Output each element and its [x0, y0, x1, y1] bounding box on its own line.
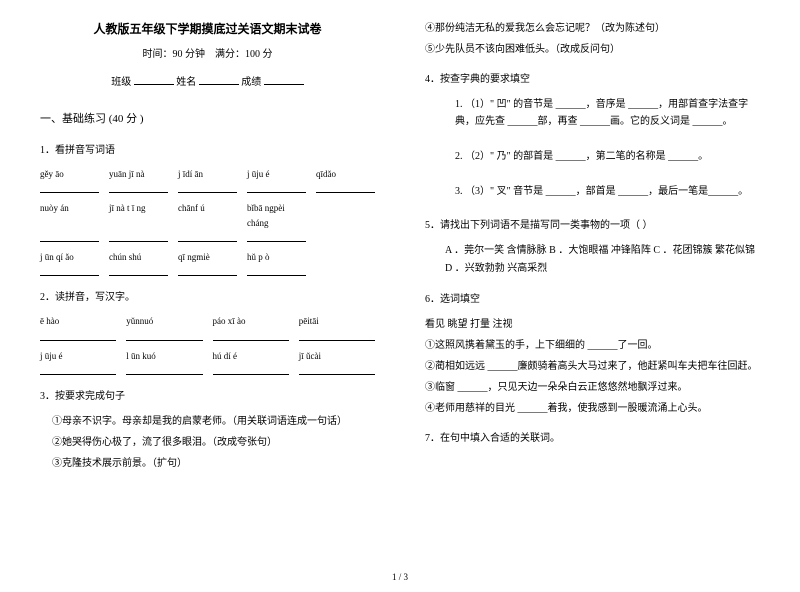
right-column: ④那份纯洁无私的爱我怎么会忘记呢？（改为陈述句） ⑤少先队员不该向困难低头。（改…	[425, 20, 760, 476]
q3-line: ①母亲不识字。母亲却是我的启蒙老师。（用关联词语连成一句话）	[40, 413, 375, 430]
blank-row	[40, 365, 375, 375]
q4-item: 1. （1）" 凹" 的音节是 ______，音序是 ______，用部首查字法…	[425, 96, 760, 130]
answer-blank	[316, 232, 375, 242]
q3-title: 3．按要求完成句子	[40, 389, 375, 405]
pinyin-cell: j īdí ān	[178, 167, 237, 181]
pinyin-cell: pēitāi	[299, 314, 375, 328]
pinyin-cell: yŭnnuó	[126, 314, 202, 328]
pinyin-row: j ūn qí ăo chún shú qī ngmiè hŭ p ò	[40, 250, 375, 264]
pinyin-cell: jī nà t ī ng	[109, 201, 168, 230]
pinyin-cell: ē hào	[40, 314, 116, 328]
answer-blank	[40, 331, 116, 341]
q1-title: 1．看拼音写词语	[40, 143, 375, 159]
q4-item: 3. （3）" 叉" 音节是 ______，部首是 ______，最后一笔是__…	[425, 183, 760, 200]
info-line: 班级 姓名 成绩	[40, 73, 375, 91]
page-number: 1 / 3	[0, 570, 800, 584]
q3-line: ③克隆技术展示前景。（扩句）	[40, 455, 375, 472]
blank-row	[40, 266, 375, 276]
grade-label: 成绩	[241, 77, 261, 88]
pinyin-cell: gěy āo	[40, 167, 99, 181]
answer-blank	[247, 183, 306, 193]
answer-blank	[316, 266, 375, 276]
blank-row	[40, 331, 375, 341]
q2-title: 2．读拼音，写汉字。	[40, 290, 375, 306]
q6-line: ④老师用慈祥的目光 ______着我，使我感到一股暖流涌上心头。	[425, 400, 760, 417]
pinyin-cell	[316, 201, 375, 230]
exam-subtitle: 时间：90 分钟 满分：100 分	[40, 47, 375, 63]
answer-blank	[213, 365, 289, 375]
grade-blank	[264, 73, 304, 85]
class-blank	[134, 73, 174, 85]
score-value: 100 分	[245, 49, 273, 60]
time-value: 90 分钟	[173, 49, 206, 60]
answer-blank	[126, 365, 202, 375]
left-column: 人教版五年级下学期摸底过关语文期末试卷 时间：90 分钟 满分：100 分 班级…	[40, 20, 375, 476]
pinyin-row: ē hào yŭnnuó páo xī ào pēitāi	[40, 314, 375, 328]
score-label: 满分：	[215, 49, 245, 60]
time-label: 时间：	[143, 49, 173, 60]
pinyin-cell: qīdăo	[316, 167, 375, 181]
pinyin-cell: nuòy án	[40, 201, 99, 230]
pinyin-row: nuòy án jī nà t ī ng chānf ú bĭbā ngpèi …	[40, 201, 375, 230]
answer-blank	[247, 266, 306, 276]
pinyin-cell: hŭ p ò	[247, 250, 306, 264]
answer-blank	[213, 331, 289, 341]
answer-blank	[178, 266, 237, 276]
q6-line: ①这照风携着黛玉的手，上下细细的 ______了一回。	[425, 337, 760, 354]
q6-title: 6．选词填空	[425, 292, 760, 308]
class-label: 班级	[111, 77, 131, 88]
blank-row	[40, 183, 375, 193]
pinyin-cell: páo xī ào	[213, 314, 289, 328]
exam-title: 人教版五年级下学期摸底过关语文期末试卷	[40, 20, 375, 39]
answer-blank	[40, 266, 99, 276]
answer-blank	[299, 365, 375, 375]
pinyin-cell	[316, 250, 375, 264]
answer-blank	[109, 183, 168, 193]
pinyin-cell: qī ngmiè	[178, 250, 237, 264]
pinyin-cell: j ūn qí ăo	[40, 250, 99, 264]
name-blank	[199, 73, 239, 85]
pinyin-row: j ūju é l ūn kuó hú dí é jī ŭcài	[40, 349, 375, 363]
pinyin-row: gěy āo yuān jī nà j īdí ān j ūju é qīdăo	[40, 167, 375, 181]
answer-blank	[40, 232, 99, 242]
blank-row	[40, 232, 375, 242]
name-label: 姓名	[176, 77, 196, 88]
answer-blank	[40, 365, 116, 375]
q6-line: ③临窗 ______，只见天边一朵朵白云正悠悠然地飘浮过来。	[425, 379, 760, 396]
answer-blank	[247, 232, 306, 242]
pinyin-cell: chānf ú	[178, 201, 237, 230]
q6-line: ②蔺相如远远 ______廉颇骑着高头大马过来了，他赶紧叫车夫把车往回赶。	[425, 358, 760, 375]
answer-blank	[316, 183, 375, 193]
q6-words: 看见 眺望 打量 注视	[425, 316, 760, 333]
q4-title: 4．按查字典的要求填空	[425, 72, 760, 88]
answer-blank	[109, 266, 168, 276]
section1-header: 一、基础练习 (40 分 )	[40, 111, 375, 129]
pinyin-cell: jī ŭcài	[299, 349, 375, 363]
q7-title: 7．在句中填入合适的关联词。	[425, 431, 760, 447]
pinyin-cell: hú dí é	[213, 349, 289, 363]
answer-blank	[299, 331, 375, 341]
answer-blank	[40, 183, 99, 193]
pinyin-cell: l ūn kuó	[126, 349, 202, 363]
pinyin-cell: chún shú	[109, 250, 168, 264]
answer-blank	[178, 232, 237, 242]
q5-options: A ．莞尔一笑 含情脉脉 B ．大饱眼福 冲锋陷阵 C ．花团锦簇 繁花似锦 D…	[425, 242, 760, 278]
answer-blank	[178, 183, 237, 193]
q4-item: 2. （2）" 乃" 的部首是 ______，第二笔的名称是 ______。	[425, 148, 760, 165]
q3-line: ②她哭得伤心极了，流了很多眼泪。（改成夸张句）	[40, 434, 375, 451]
answer-blank	[109, 232, 168, 242]
right-line: ⑤少先队员不该向困难低头。（改成反问句）	[425, 41, 760, 58]
pinyin-cell: j ūju é	[40, 349, 116, 363]
pinyin-cell: bĭbā ngpèi cháng	[247, 201, 306, 230]
q5-title: 5．请找出下列词语不是描写同一类事物的一项（ ）	[425, 218, 760, 234]
pinyin-cell: j ūju é	[247, 167, 306, 181]
right-line: ④那份纯洁无私的爱我怎么会忘记呢？（改为陈述句）	[425, 20, 760, 37]
pinyin-cell: yuān jī nà	[109, 167, 168, 181]
answer-blank	[126, 331, 202, 341]
